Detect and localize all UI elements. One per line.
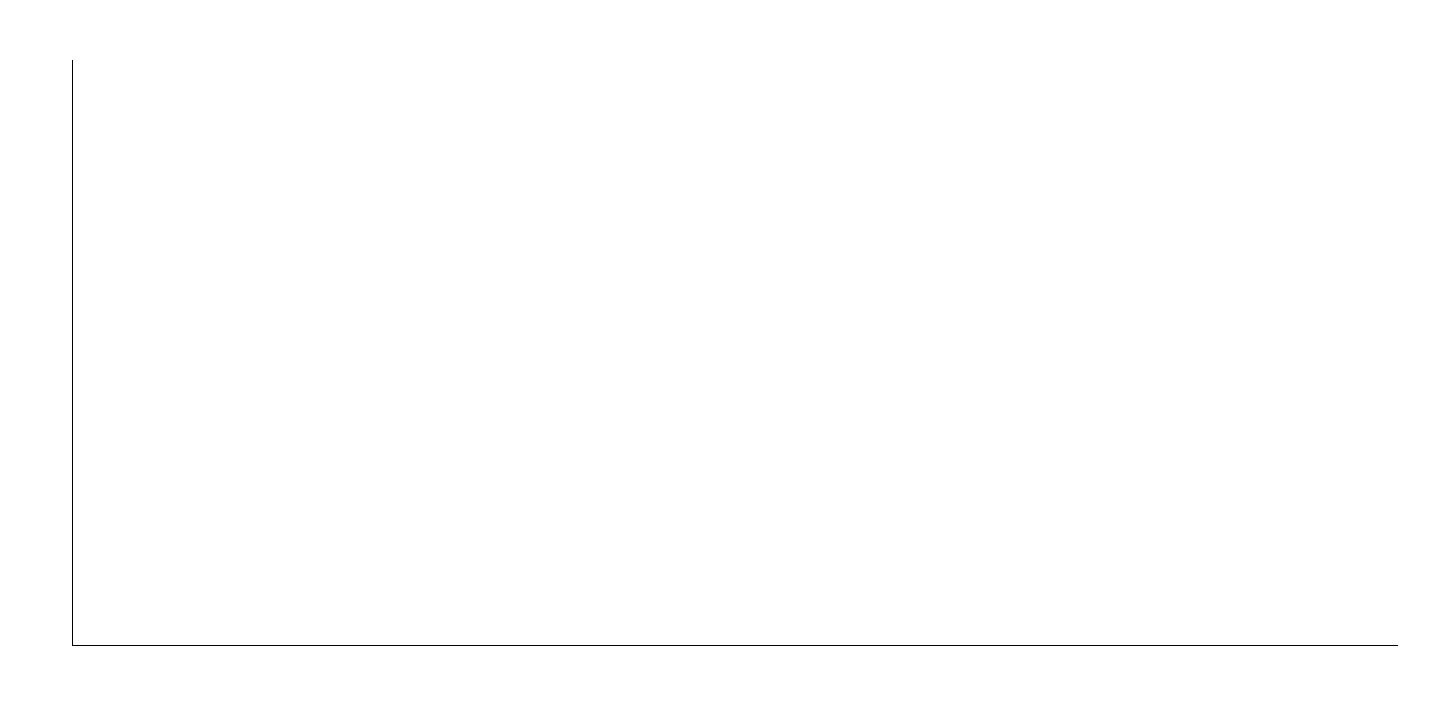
spectrum-plot-frame — [72, 60, 1398, 646]
peptide-fragment-panel — [986, 42, 1430, 102]
spectrum-plot-area[interactable] — [73, 60, 1398, 645]
